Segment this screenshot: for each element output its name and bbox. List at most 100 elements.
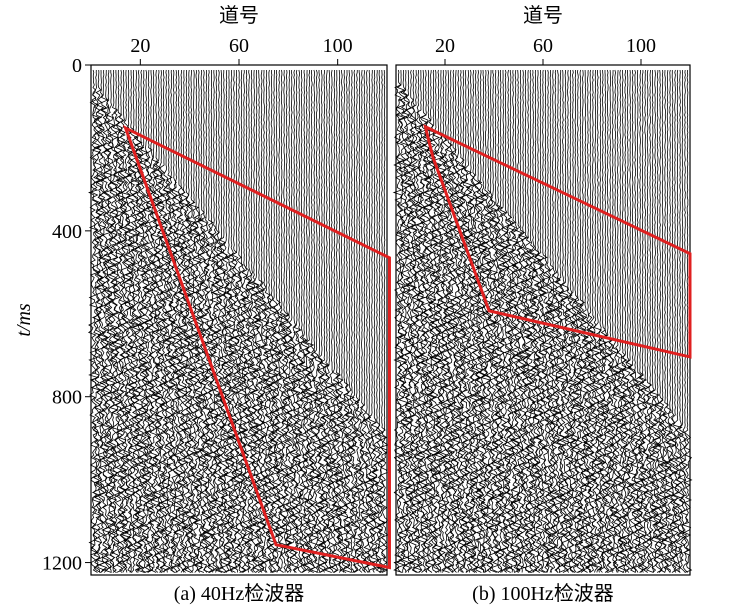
trace [366,70,377,573]
trace [430,69,442,573]
trace [450,69,462,573]
trace [321,69,332,573]
y-tick-label: 0 [72,55,82,77]
trace [228,70,240,573]
trace [523,69,534,573]
trace [537,69,548,573]
x-tick-label: 20 [130,35,150,57]
trace [589,70,601,573]
trace [261,69,273,573]
trace [594,70,607,573]
trace [378,69,389,573]
trace [231,69,243,573]
trace [308,69,320,573]
trace [557,69,569,573]
x-tick-label: 60 [229,35,249,57]
y-axis-title: t/ms [13,303,35,337]
trace [368,69,380,573]
caption: (a) 40Hz检波器 [174,582,305,605]
trace [467,69,479,573]
trace [547,69,559,573]
y-tick-label: 1200 [42,553,82,575]
trace [213,69,225,573]
trace [563,69,574,573]
trace [245,69,258,573]
trace [306,69,318,573]
trace [619,70,631,573]
trace [455,69,467,573]
traces [87,69,389,573]
caption: (b) 100Hz检波器 [472,582,614,605]
trace [480,69,492,573]
trace [223,69,235,573]
traces [392,69,693,573]
trace [115,69,128,573]
trace [668,70,678,573]
trace [271,70,283,573]
trace [437,70,450,573]
trace [203,69,215,573]
x-tick-label: 100 [323,35,353,57]
trace [215,69,227,573]
trace [331,70,342,573]
x-tick-label: 100 [626,35,656,57]
trace [314,70,325,573]
trace [654,69,666,573]
trace [519,69,531,573]
trace [87,69,99,573]
trace [354,69,365,573]
trace [599,70,612,573]
trace [392,69,404,573]
trace [507,69,519,573]
trace [175,69,188,573]
trace [359,69,370,573]
trace [268,70,280,573]
trace [107,69,119,573]
trace [597,69,608,573]
trace [433,69,444,573]
trace [440,69,452,573]
trace [210,70,222,573]
trace [295,69,308,573]
trace [517,69,529,573]
trace [514,69,526,573]
trace [669,69,680,573]
trace [659,69,671,573]
trace [333,69,345,573]
trace [402,69,415,573]
trace [206,69,217,573]
trace [544,69,557,573]
trace [135,69,147,573]
trace [361,69,373,573]
trace [415,69,427,573]
trace [420,69,432,573]
trace [575,69,586,573]
trace [303,69,315,573]
trace [326,69,338,573]
trace [400,69,412,573]
trace [634,69,646,573]
trace [110,70,122,573]
trace [283,69,295,573]
trace [407,69,419,573]
trace [560,70,572,573]
trace [675,69,685,573]
trace [357,69,367,573]
trace [218,70,230,573]
trace [150,69,162,573]
trace [123,69,134,573]
trace [349,69,361,573]
trace [510,69,522,573]
trace [140,69,152,573]
trace [682,69,693,573]
trace [263,69,275,573]
x-tick-label: 60 [533,35,553,57]
trace [298,69,310,573]
trace [273,69,285,573]
trace [647,70,659,573]
trace [165,69,177,573]
x-tick-label: 20 [435,35,455,57]
trace [225,69,237,573]
trace [364,70,376,573]
trace [495,69,506,573]
